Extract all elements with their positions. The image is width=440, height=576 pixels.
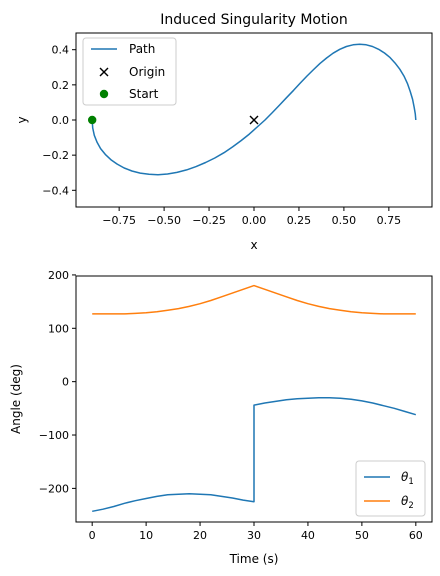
y-tick-label: 0.0 [52,114,70,127]
theta2-line [92,284,416,315]
legend: θ1 θ2 [355,460,426,517]
y-axis-label: Angle (deg) [9,364,23,434]
theta1-line [92,396,417,513]
x-tick-label: 20 [193,529,207,542]
plot-frame [75,32,433,208]
x-tick-label: −0.75 [102,214,136,227]
legend-origin-label: Origin [129,65,165,79]
x-tick-label: 40 [301,529,315,542]
legend-origin-swatch [99,67,109,77]
x-tick-label: 0.00 [242,214,267,227]
x-axis-ticks: −0.75 −0.50 −0.25 0.00 0.25 0.50 0.75 [102,207,401,227]
x-tick-label: 0 [89,529,96,542]
legend-frame [82,37,177,106]
x-tick-label: 30 [247,529,261,542]
y-tick-label: −100 [39,429,69,442]
x-tick-label: 60 [409,529,423,542]
x-tick-label: −0.25 [192,214,226,227]
y-axis-ticks: −200 −100 0 100 200 [39,269,76,495]
x-tick-label: 0.50 [332,214,357,227]
y-tick-label: 0.2 [52,79,70,92]
y-axis-ticks: −0.4 −0.2 0.0 0.2 0.4 [42,44,76,197]
legend-theta1-label: θ1 [401,470,414,487]
y-tick-label: 100 [48,322,69,335]
x-tick-label: 50 [355,529,369,542]
x-tick-label: 0.25 [287,214,312,227]
x-tick-label: −0.50 [147,214,181,227]
legend-start-label: Start [129,87,159,101]
y-tick-label: 0.4 [52,44,70,57]
chart-title: Induced Singularity Motion [160,12,348,28]
y-tick-label: 200 [48,269,69,282]
path-line [91,43,417,176]
y-tick-label: 0 [62,376,69,389]
plot-marks [92,284,417,513]
x-axis-ticks: 0 10 20 30 40 50 60 [89,522,423,542]
x-axis-label: x [250,238,257,252]
x-tick-label: 10 [139,529,153,542]
y-tick-label: −200 [39,482,69,495]
path-chart: Induced Singularity Motion −0.75 −0.50 −0.… [15,12,433,252]
legend-start-swatch [99,89,109,99]
y-tick-label: −0.2 [42,149,69,162]
origin-marker [249,115,259,125]
legend-frame [355,460,426,517]
y-axis-label: y [15,116,29,123]
legend-theta2-label: θ2 [401,494,414,511]
angle-chart: 0 10 20 30 40 50 60 −200 −100 0 100 200 Time (s) A… [9,269,433,566]
x-tick-label: 0.75 [377,214,402,227]
plot-marks [87,43,417,176]
plot-frame [75,275,433,523]
x-axis-label: Time (s) [229,552,279,566]
legend-path-label: Path [129,42,155,56]
legend: Path Origin Start [82,37,177,106]
start-marker [87,115,97,125]
y-tick-label: −0.4 [42,184,69,197]
